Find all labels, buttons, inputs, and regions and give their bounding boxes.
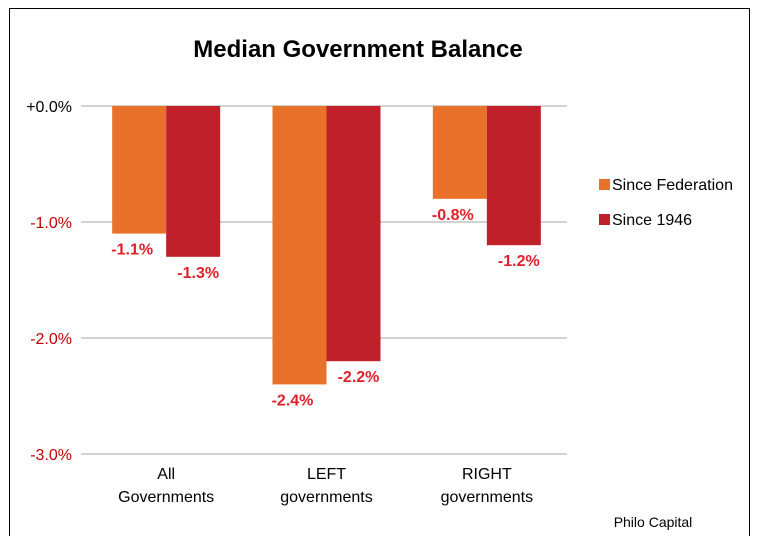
category-label: Governments [118,489,214,506]
legend-label: Since Federation [612,177,733,194]
y-tick-label: -1.0% [30,215,72,232]
category-label: governments [441,489,534,506]
category-label: governments [280,489,373,506]
category-label: LEFT [307,466,346,483]
legend-swatch [599,214,610,225]
y-axis-ticks: +0.0% -1.0% -2.0% -3.0% [26,99,72,464]
category-label: All [157,466,175,483]
y-tick-label: -2.0% [30,331,72,348]
chart-frame [9,8,750,536]
chart-title: Median Government Balance [193,36,522,63]
data-label: -2.2% [338,369,380,386]
bar [272,106,327,385]
bar [486,106,541,246]
credit-text: Philo Capital [614,514,693,530]
bars [112,106,541,385]
legend-label: Since 1946 [612,212,692,229]
category-label: RIGHT [462,466,512,483]
y-tick-label: -3.0% [30,447,72,464]
y-tick-label: +0.0% [26,99,72,116]
x-axis-categories: All Governments LEFT governments RIGHT govern… [118,466,533,506]
bar [166,106,221,257]
data-label: -1.2% [498,253,540,270]
data-label: -1.1% [111,242,153,259]
bar [326,106,381,362]
legend-swatch [599,179,610,190]
bar [112,106,167,234]
bar [432,106,487,199]
data-label: -1.3% [177,265,219,282]
data-label: -0.8% [432,207,474,224]
data-labels: -1.1% -2.4% -0.8% -1.3% -2.2% -1.2% [111,207,539,410]
legend: Since Federation Since 1946 [599,177,733,229]
data-label: -2.4% [272,392,314,409]
